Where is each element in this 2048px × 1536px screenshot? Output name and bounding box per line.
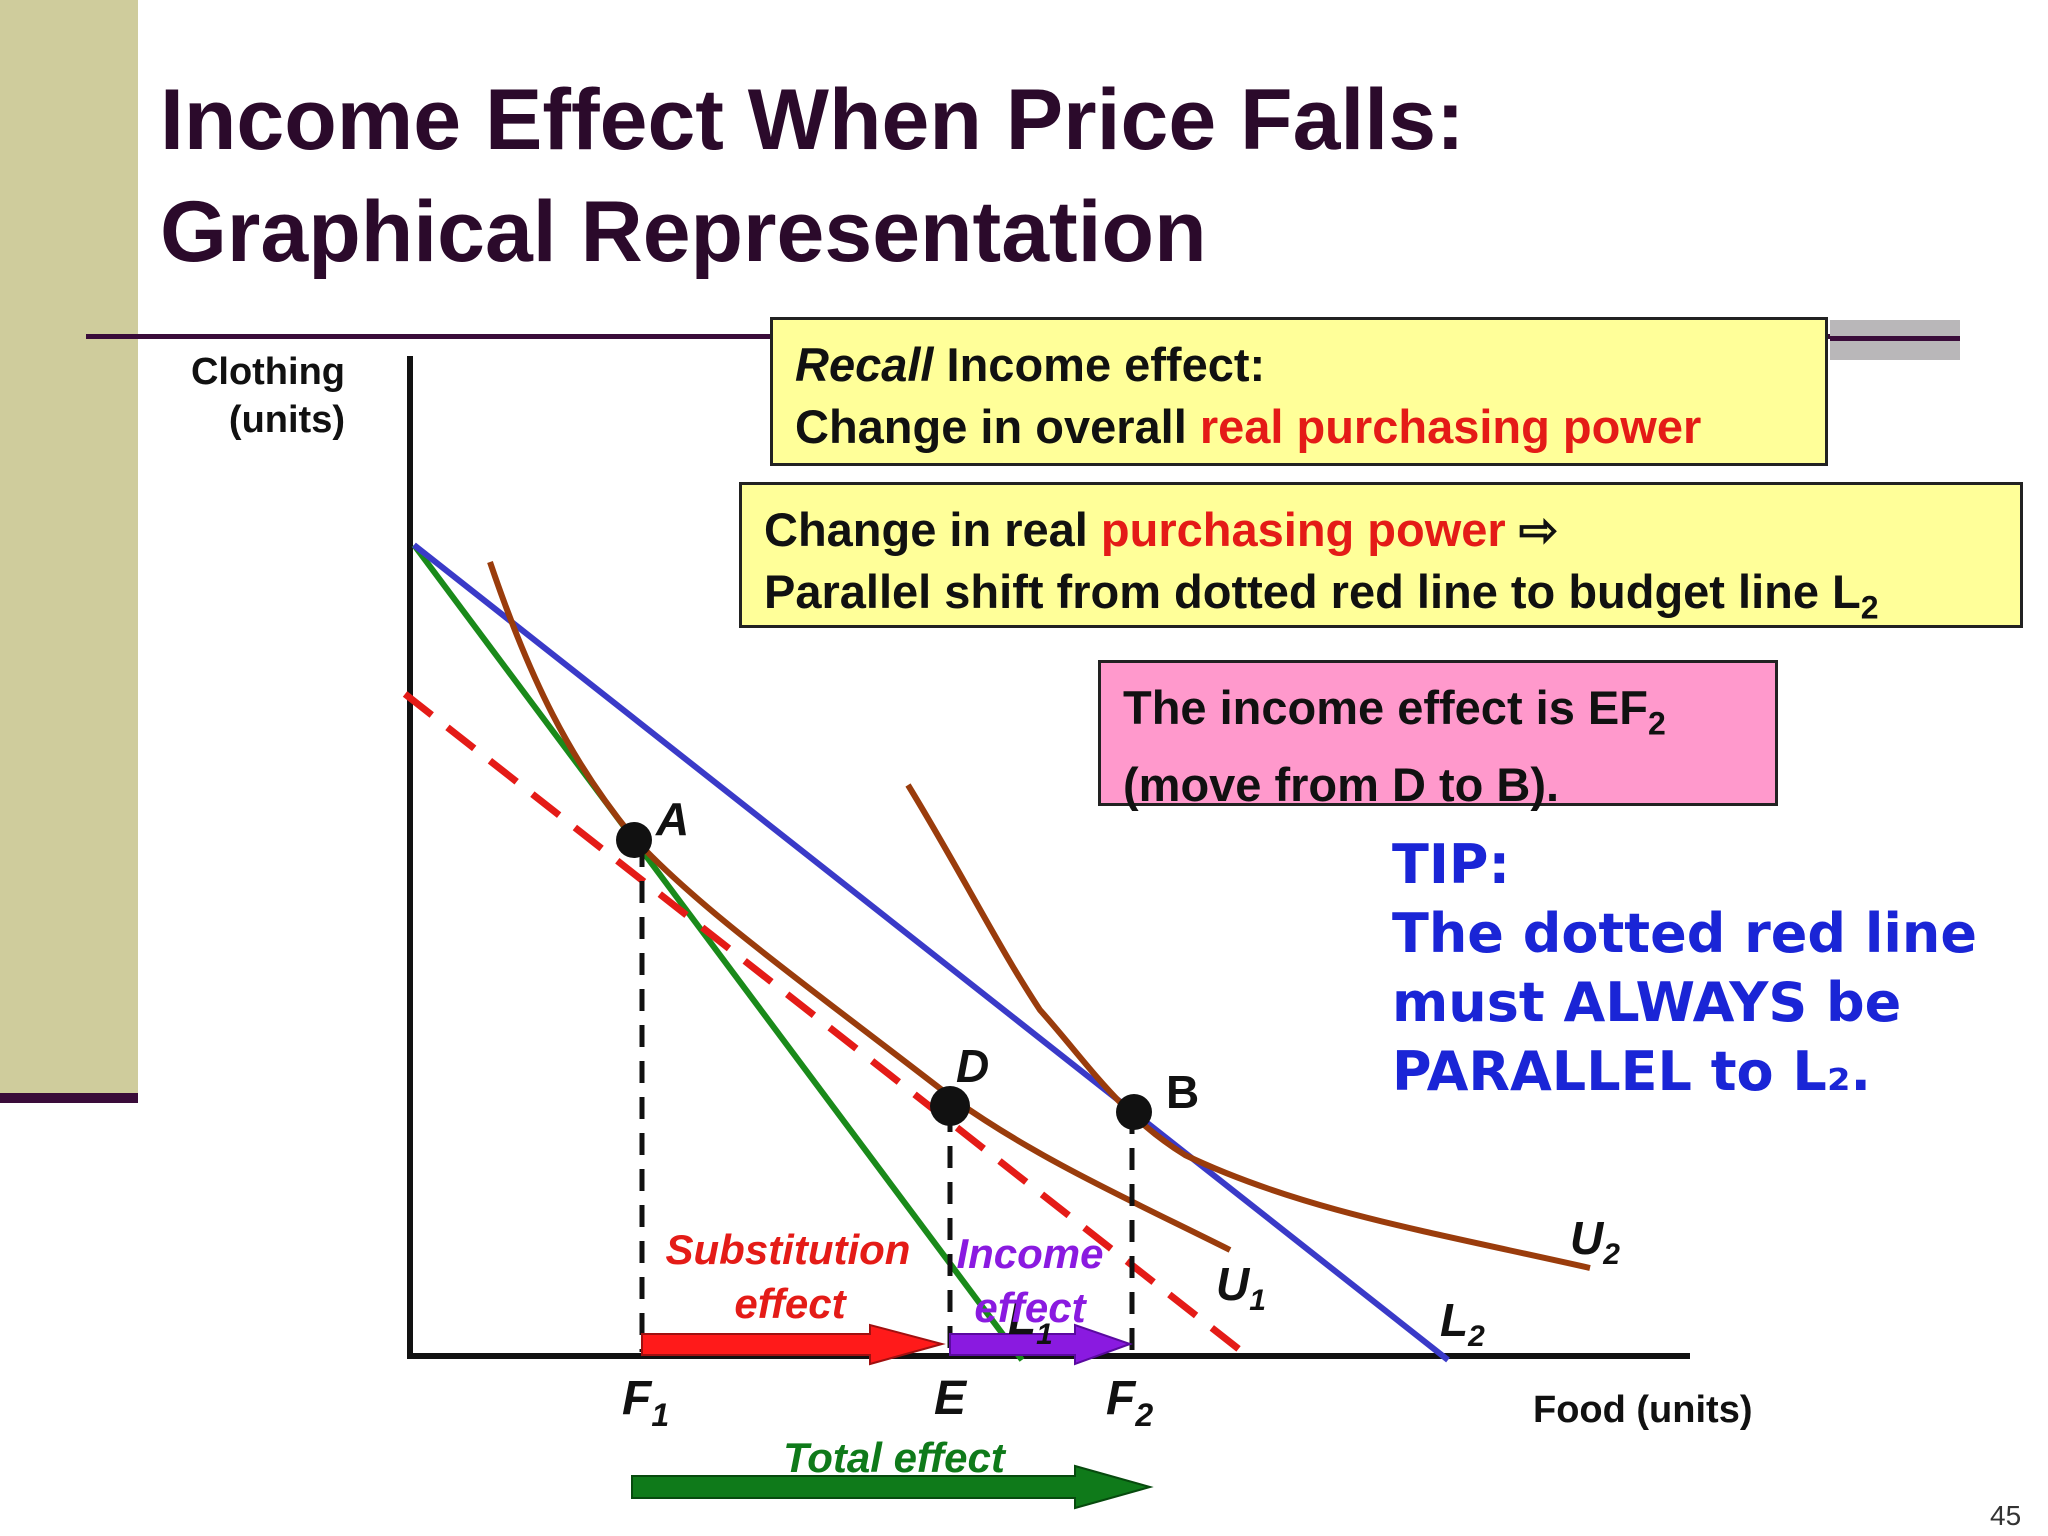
point-a-label: A xyxy=(655,793,689,845)
title-rule-accent-line xyxy=(1830,336,1960,341)
curve-label-l2: L2 xyxy=(1440,1294,1485,1353)
tip-note: TIP: The dotted red line must ALWAYS be … xyxy=(1392,830,1977,1106)
tip-line-4: PARALLEL to L₂. xyxy=(1392,1040,1871,1103)
recall-line-1: Recall Income effect: xyxy=(795,334,1803,396)
income-effect-callout: The income effect is EF2 (move from D to… xyxy=(1098,660,1778,811)
curve-label-u2: U2 xyxy=(1570,1212,1620,1271)
y-axis-label-line-1: Clothing xyxy=(191,351,345,393)
arrow-right-icon: ⇨ xyxy=(1505,503,1559,556)
sidebar-base-bar xyxy=(0,1093,138,1103)
point-b-marker xyxy=(1116,1094,1152,1130)
budget-line-l2 xyxy=(412,542,1450,1363)
tip-line-2: The dotted red line xyxy=(1392,902,1977,965)
dashed-parallel-line xyxy=(402,691,1243,1353)
recall-line-2: Change in overall real purchasing power xyxy=(795,396,1803,458)
title-line-2: Graphical Representation xyxy=(160,184,1207,280)
sidebar-decoration xyxy=(0,0,138,1093)
recall-line2-plain: Change in overall xyxy=(795,400,1200,453)
purchasing-power-callout: Change in real purchasing power ⇨ Parall… xyxy=(739,482,2023,628)
tip-heading: TIP: xyxy=(1392,833,1511,896)
curve-label-l1: L1 xyxy=(1008,1292,1053,1351)
change-line-2: Parallel shift from dotted red line to b… xyxy=(764,561,1998,638)
substitution-effect-label-2: effect xyxy=(734,1280,847,1327)
change-line2-sub: 2 xyxy=(1860,589,1879,626)
total-effect-arrow xyxy=(631,1464,1154,1510)
page-number: 45 xyxy=(1990,1500,2022,1531)
curve-label-u1: U1 xyxy=(1216,1258,1266,1317)
substitution-effect-arrow xyxy=(641,1323,946,1366)
income-effect-label-2: effect xyxy=(974,1284,1087,1331)
change-line-1: Change in real purchasing power ⇨ xyxy=(764,499,1998,561)
income-effect-label-1: Income xyxy=(956,1230,1103,1277)
total-effect-label: Total effect xyxy=(783,1434,1007,1481)
change-line1-plain: Change in real xyxy=(764,503,1101,556)
change-line2-text: Parallel shift from dotted red line to b… xyxy=(764,565,1861,618)
income-line-1: The income effect is EF2 xyxy=(1123,677,1753,754)
recall-line2-red: real purchasing power xyxy=(1199,400,1702,453)
x-mark-f2: F2 xyxy=(1106,1372,1153,1433)
budget-line-l1 xyxy=(411,543,1025,1362)
income-line1-text: The income effect is EF xyxy=(1123,681,1648,734)
income-effect-arrow xyxy=(949,1323,1133,1366)
point-d-label: D xyxy=(956,1040,989,1092)
substitution-effect-label-1: Substitution xyxy=(666,1226,911,1273)
recall-rest: Income effect: xyxy=(933,338,1266,391)
point-b-label: B xyxy=(1166,1066,1199,1118)
recall-italic: Recall xyxy=(795,338,934,391)
x-mark-e: E xyxy=(934,1372,968,1425)
income-line1-sub: 2 xyxy=(1647,705,1666,742)
y-axis-label-line-2: (units) xyxy=(229,399,345,441)
tip-line-3: must ALWAYS be xyxy=(1392,971,1902,1034)
slide-title: Income Effect When Price Falls: Graphica… xyxy=(160,64,1465,288)
point-d-marker xyxy=(930,1086,970,1126)
point-a-marker xyxy=(616,822,652,858)
indifference-curve-u1 xyxy=(487,561,1232,1253)
change-line1-red: purchasing power xyxy=(1100,503,1506,556)
x-axis-label: Food (units) xyxy=(1533,1389,1752,1431)
title-line-1: Income Effect When Price Falls: xyxy=(160,72,1465,168)
recall-income-effect-callout: Recall Income effect: Change in overall … xyxy=(770,317,1828,466)
x-mark-f1: F1 xyxy=(622,1372,669,1433)
income-line-2: (move from D to B). xyxy=(1123,758,1560,812)
